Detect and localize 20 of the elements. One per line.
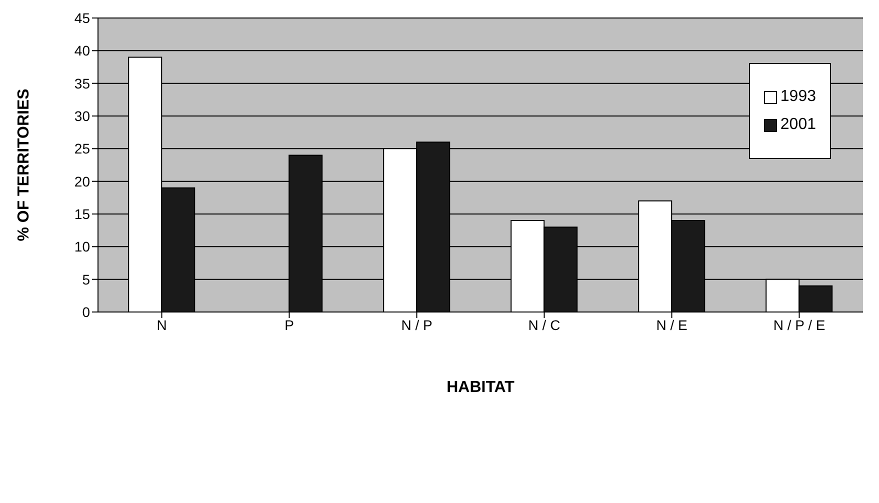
legend-label: 2001	[780, 116, 816, 134]
y-tick-label: 30	[74, 108, 90, 124]
y-tick-label: 5	[82, 271, 90, 288]
x-tick-label: N / C	[528, 316, 560, 333]
y-tick-label: 0	[82, 304, 90, 320]
y-tick-label: 45	[74, 10, 90, 26]
y-tick-label: 10	[74, 238, 90, 255]
x-tick-label: N / E	[656, 316, 688, 333]
x-tick-label: N / P / E	[773, 316, 826, 333]
x-tick-label: P	[284, 316, 294, 333]
y-tick-label: 15	[74, 206, 90, 222]
y-axis-title: % OF TERRITORIES	[16, 88, 33, 242]
legend-label: 1993	[780, 88, 816, 106]
x-tick-label: N	[156, 316, 167, 333]
x-tick-label: N / P	[401, 316, 432, 333]
y-tick-label: 35	[74, 75, 90, 92]
y-tick-label: 25	[74, 140, 90, 157]
y-tick-label: 40	[74, 42, 90, 59]
x-axis-title: HABITAT	[446, 379, 515, 396]
y-tick-label: 20	[74, 173, 90, 190]
